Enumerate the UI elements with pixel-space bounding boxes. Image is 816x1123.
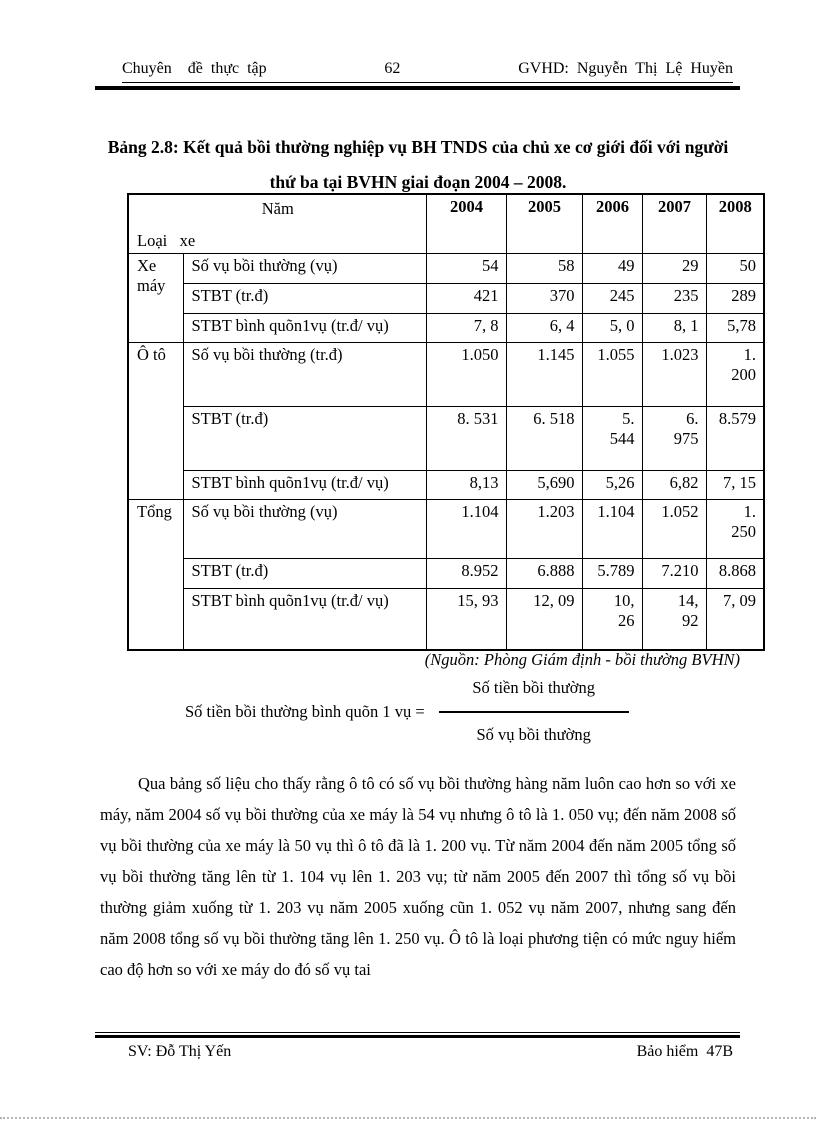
year-header: 2004 bbox=[425, 193, 507, 254]
formula: Số tiền bồi thường bình quõn 1 vụ = Số t… bbox=[185, 678, 629, 745]
fraction-bar bbox=[438, 711, 629, 713]
table-cell: 7, 8 bbox=[425, 313, 507, 343]
formula-numerator: Số tiền bồi thường bbox=[472, 678, 595, 697]
table-row: STBT bình quõn1vụ (tr.đ/ vụ) 8,13 5,690 … bbox=[128, 470, 765, 500]
footer-right-text: Bảo hiểm 47B bbox=[636, 1043, 733, 1060]
corner-cell: Năm Loại xe bbox=[127, 193, 427, 254]
table-cell: 10, 26 bbox=[581, 588, 643, 650]
table-cell: 8,13 bbox=[425, 470, 507, 500]
source-note: (Nguồn: Phòng Giám định - bồi thường BVH… bbox=[424, 650, 740, 669]
group-label-xe-may: Xe máy bbox=[127, 253, 184, 343]
table-cell: 1. 250 bbox=[705, 499, 765, 559]
claims-table-wrapper: Năm Loại xe 2004 2005 2006 2007 2008 Xe … bbox=[127, 193, 765, 651]
group-label-o-to: Ô tô bbox=[127, 342, 184, 500]
table-cell: 5,26 bbox=[581, 470, 643, 500]
corner-cell-inner: Năm Loại xe bbox=[137, 197, 419, 251]
page-footer: SV: Đỗ Thị Yến Bảo hiểm 47B bbox=[128, 1043, 733, 1061]
table-cell: 8.868 bbox=[705, 558, 765, 589]
table-cell: 8.952 bbox=[425, 558, 507, 589]
row-label: Số vụ bồi thường (tr.đ) bbox=[182, 342, 427, 407]
table-cell: 8.579 bbox=[705, 406, 765, 471]
table-row: STBT bình quõn1vụ (tr.đ/ vụ) 7, 8 6, 4 5… bbox=[128, 313, 765, 343]
table-row: STBT (tr.đ) 8.952 6.888 5.789 7.210 8.86… bbox=[128, 558, 765, 589]
table-cell: 421 bbox=[425, 283, 507, 314]
table-cell: 5,78 bbox=[705, 313, 765, 343]
table-row: Xe máy Số vụ bồi thường (vụ) 54 58 49 29… bbox=[127, 253, 765, 343]
table-cell: 7, 15 bbox=[705, 470, 765, 500]
table-row: STBT (tr.đ) 421 370 245 235 289 bbox=[128, 283, 765, 314]
row-label: STBT bình quõn1vụ (tr.đ/ vụ) bbox=[182, 313, 427, 343]
table-cell: 15, 93 bbox=[425, 588, 507, 650]
table-cell: 14, 92 bbox=[641, 588, 707, 650]
table-cell: 5, 0 bbox=[581, 313, 643, 343]
year-header: 2008 bbox=[705, 193, 765, 254]
table-row: Ô tô Số vụ bồi thường (tr.đ) 1.050 1.145… bbox=[127, 342, 765, 500]
table-header-row: Năm Loại xe 2004 2005 2006 2007 2008 bbox=[127, 193, 765, 254]
table-row: Tổng Số vụ bồi thường (vụ) 1.104 1.203 1… bbox=[127, 499, 765, 650]
table-cell: 245 bbox=[581, 283, 643, 314]
table-cell: 7, 09 bbox=[705, 588, 765, 650]
table-cell: 8, 1 bbox=[641, 313, 707, 343]
table-cell: 1. 200 bbox=[705, 342, 765, 407]
row-label: STBT (tr.đ) bbox=[182, 406, 427, 471]
table-cell: 50 bbox=[705, 253, 765, 284]
body-paragraph: Qua bảng số liệu cho thấy rằng ô tô có s… bbox=[100, 774, 736, 979]
table-cell: 5. 544 bbox=[581, 406, 643, 471]
table-cell: 12, 09 bbox=[505, 588, 583, 650]
footer-left-text: SV: Đỗ Thị Yến bbox=[128, 1043, 232, 1060]
header-rule bbox=[95, 86, 740, 90]
formula-fraction: Số tiền bồi thường Số vụ bồi thường bbox=[438, 678, 629, 745]
table-cell: 6,82 bbox=[641, 470, 707, 500]
row-label: STBT (tr.đ) bbox=[182, 558, 427, 589]
table-cell: 5,690 bbox=[505, 470, 583, 500]
header-right-text: GVHD: Nguyễn Thị Lệ Huyền bbox=[518, 60, 733, 77]
row-label: Số vụ bồi thường (vụ) bbox=[182, 253, 427, 284]
header-page-number: 62 bbox=[384, 60, 401, 77]
row-label: Số vụ bồi thường (vụ) bbox=[182, 499, 427, 559]
table-title: Bảng 2.8: Kết quả bồi thường nghiệp vụ B… bbox=[107, 137, 729, 192]
table-cell: 289 bbox=[705, 283, 765, 314]
year-header: 2005 bbox=[505, 193, 583, 254]
formula-lhs: Số tiền bồi thường bình quõn 1 vụ = bbox=[185, 701, 425, 721]
table-cell: 1.050 bbox=[425, 342, 507, 407]
table-cell: 1.104 bbox=[581, 499, 643, 559]
table-cell: 6, 4 bbox=[505, 313, 583, 343]
table-cell: 8. 531 bbox=[425, 406, 507, 471]
row-label: STBT (tr.đ) bbox=[182, 283, 427, 314]
year-header: 2006 bbox=[581, 193, 643, 254]
table-row: STBT (tr.đ) 8. 531 6. 518 5. 544 6. 975 … bbox=[128, 406, 765, 471]
footer-rule bbox=[95, 1032, 740, 1038]
table-cell: 1.203 bbox=[505, 499, 583, 559]
table-cell: 1.145 bbox=[505, 342, 583, 407]
row-label: STBT bình quõn1vụ (tr.đ/ vụ) bbox=[182, 470, 427, 500]
table-cell: 7.210 bbox=[641, 558, 707, 589]
group-label-tong: Tổng bbox=[127, 499, 184, 650]
table-cell: 5.789 bbox=[581, 558, 643, 589]
table-cell: 235 bbox=[641, 283, 707, 314]
row-label: STBT bình quõn1vụ (tr.đ/ vụ) bbox=[182, 588, 427, 650]
year-header: 2007 bbox=[641, 193, 707, 254]
page-header: Chuyên đề thực tập 62 GVHD: Nguyễn Thị L… bbox=[122, 58, 733, 83]
table-cell: 29 bbox=[641, 253, 707, 284]
table-cell: 1.052 bbox=[641, 499, 707, 559]
corner-label-year: Năm bbox=[261, 199, 294, 218]
table-cell: 54 bbox=[425, 253, 507, 284]
table-cell: 6. 975 bbox=[641, 406, 707, 471]
table-cell: 58 bbox=[505, 253, 583, 284]
corner-label-vehicle-type: Loại xe bbox=[137, 231, 196, 250]
table-cell: 49 bbox=[581, 253, 643, 284]
table-cell: 1.023 bbox=[641, 342, 707, 407]
table-cell: 1.104 bbox=[425, 499, 507, 559]
table-row: STBT bình quõn1vụ (tr.đ/ vụ) 15, 93 12, … bbox=[128, 588, 765, 650]
header-left-text: Chuyên đề thực tập bbox=[122, 60, 267, 77]
table-cell: 1.055 bbox=[581, 342, 643, 407]
claims-table: Năm Loại xe 2004 2005 2006 2007 2008 Xe … bbox=[127, 193, 765, 651]
table-cell: 6. 518 bbox=[505, 406, 583, 471]
table-cell: 6.888 bbox=[505, 558, 583, 589]
table-cell: 370 bbox=[505, 283, 583, 314]
bottom-dotted-rule bbox=[0, 1117, 816, 1119]
formula-denominator: Số vụ bồi thường bbox=[476, 725, 591, 744]
